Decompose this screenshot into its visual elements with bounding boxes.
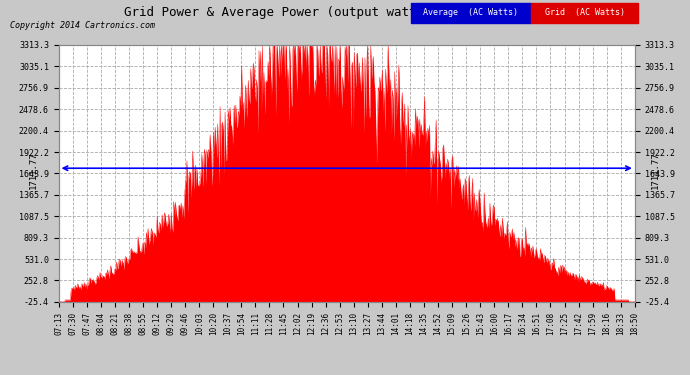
Text: 1711.77: 1711.77 [651,152,660,189]
Text: Grid  (AC Watts): Grid (AC Watts) [545,9,624,18]
Text: Copyright 2014 Cartronics.com: Copyright 2014 Cartronics.com [10,21,155,30]
Text: Grid Power & Average Power (output watts)  Mon Mar 10 18:50: Grid Power & Average Power (output watts… [124,6,566,19]
Text: Average  (AC Watts): Average (AC Watts) [424,9,518,18]
Text: 1711.77: 1711.77 [28,152,38,189]
